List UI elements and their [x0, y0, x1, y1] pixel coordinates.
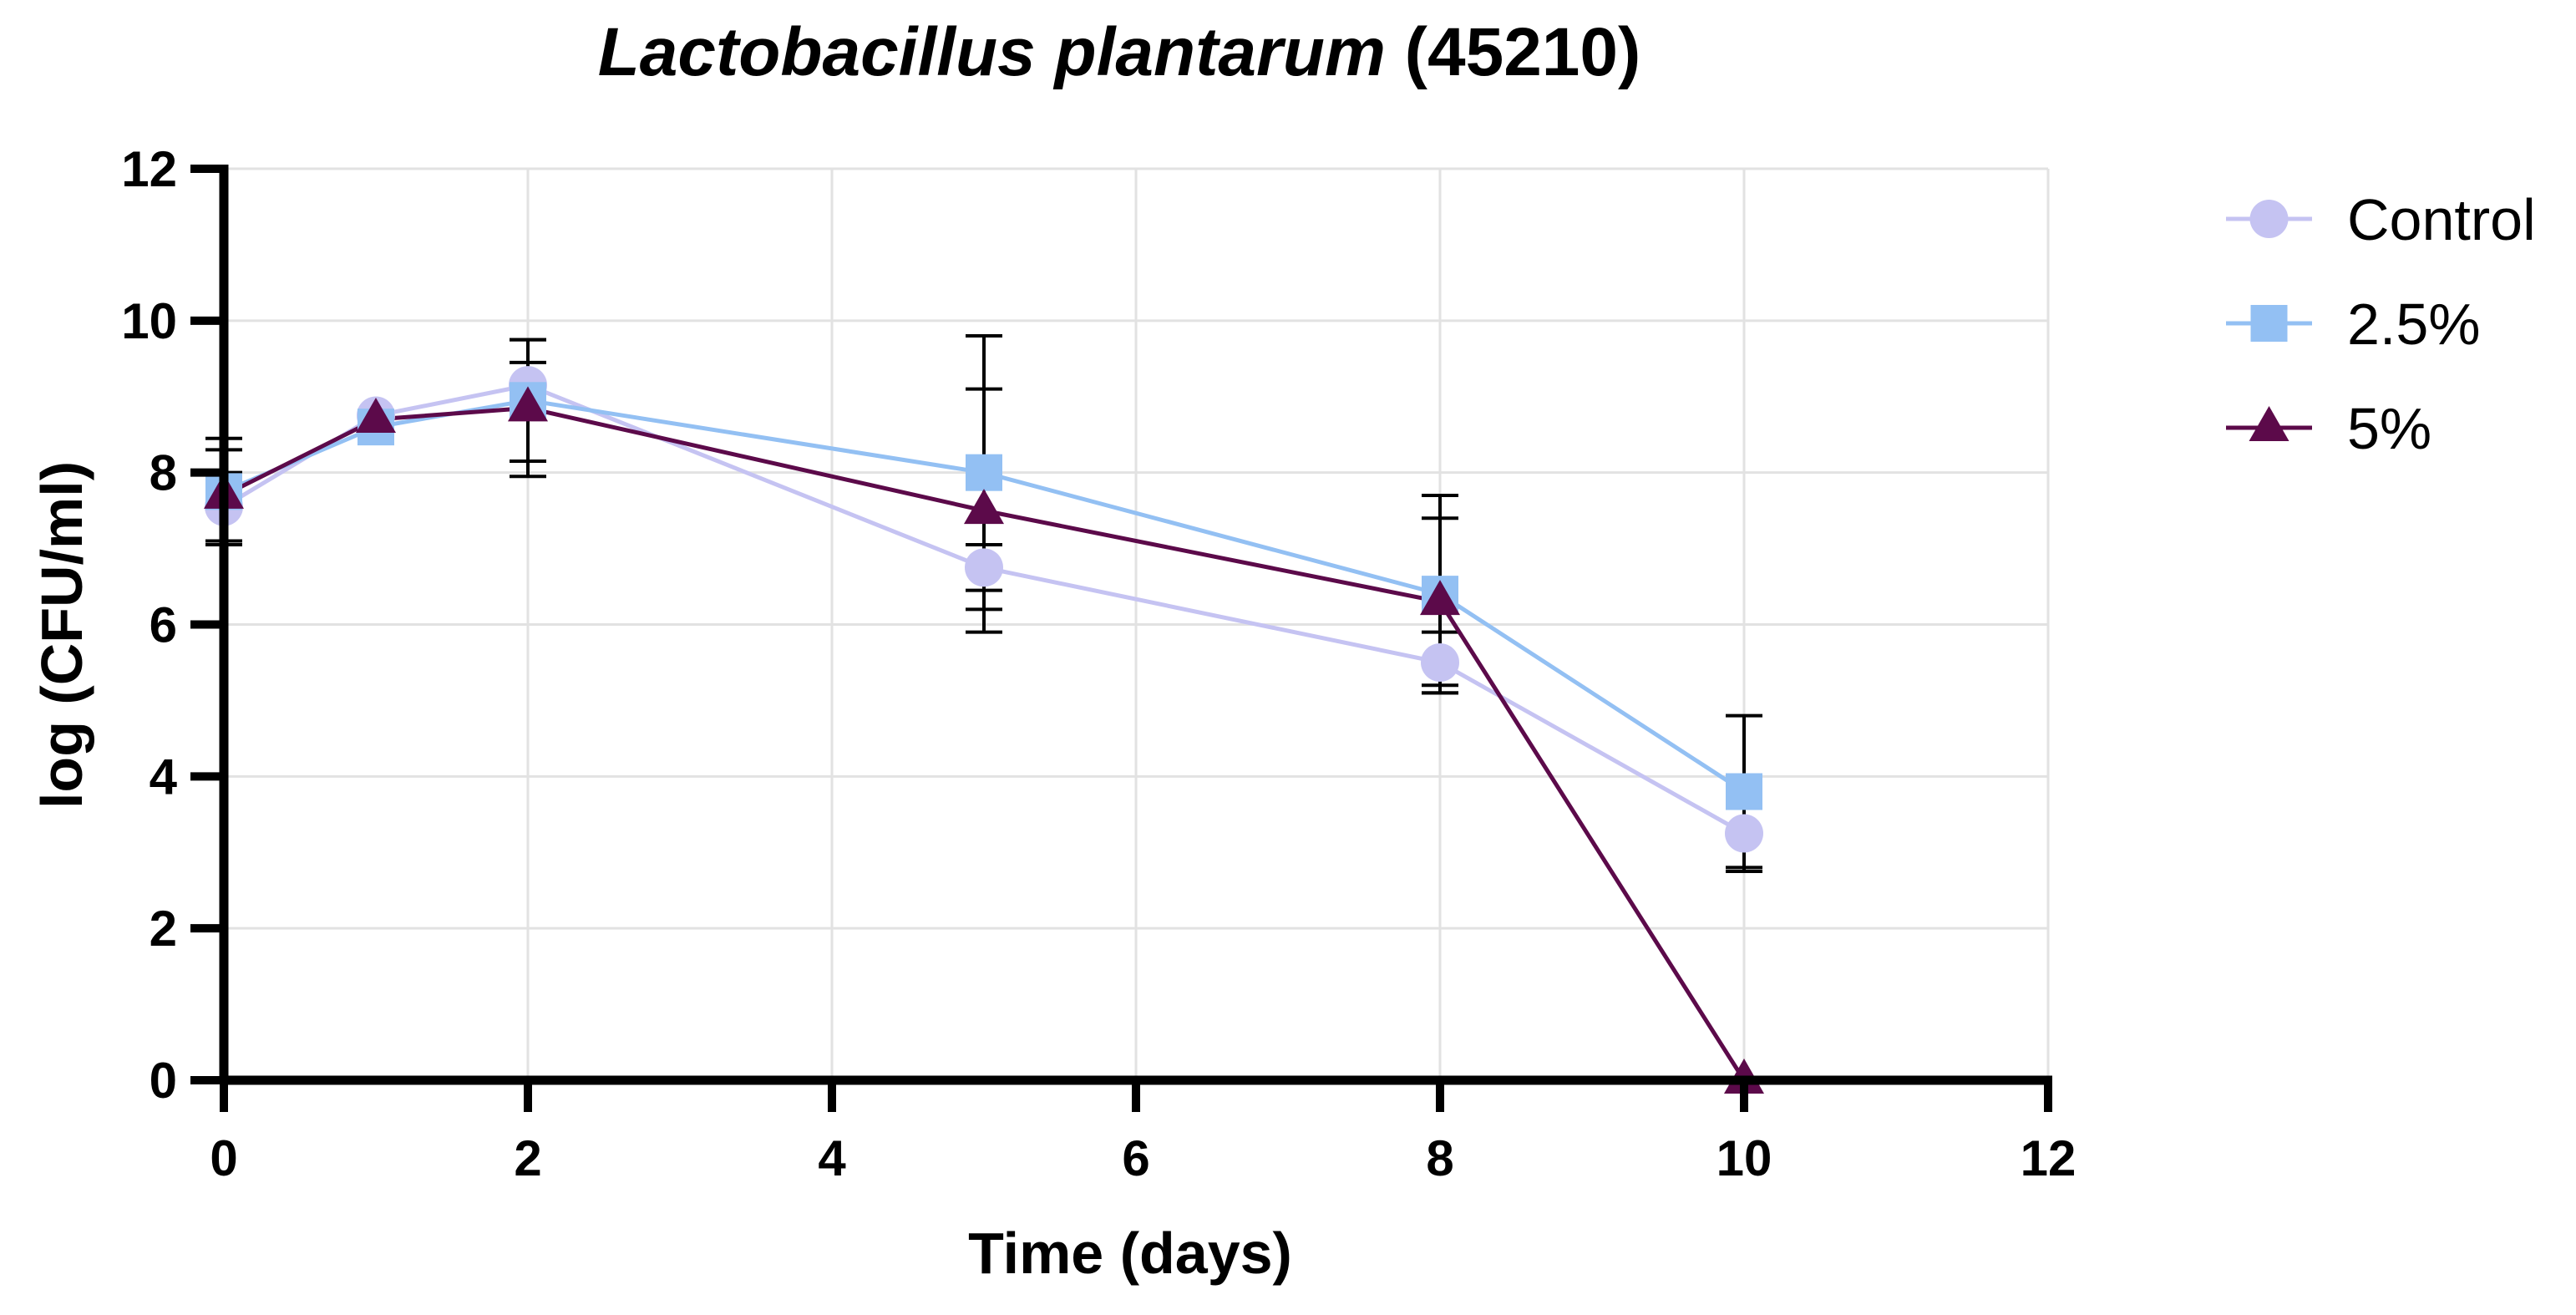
data-point-square [1726, 773, 1762, 810]
data-point-circle [1421, 642, 1459, 682]
legend-marker-triangle [2249, 405, 2289, 441]
x-tick-label: 10 [1716, 1130, 1772, 1186]
data-point-triangle [1420, 580, 1460, 616]
x-tick-label: 0 [210, 1130, 237, 1186]
grid [224, 167, 2050, 1080]
legend-label: Control [2347, 187, 2536, 252]
x-tick-label: 6 [1122, 1130, 1149, 1186]
legend: Control 2.5% 5% [2226, 187, 2536, 461]
legend-label: 2.5% [2347, 292, 2481, 357]
series-line-5% [222, 405, 1747, 1082]
data-point-circle [1725, 814, 1763, 853]
x-tick-label: 12 [2021, 1130, 2077, 1186]
legend-marker-square [2250, 305, 2288, 342]
data-point-triangle [508, 386, 548, 422]
y-tick-label: 12 [121, 141, 177, 197]
y-tick-label: 2 [150, 901, 177, 957]
series-line-2.5% [223, 398, 1746, 794]
x-tick-label: 2 [514, 1130, 541, 1186]
y-tick-label: 0 [150, 1053, 177, 1109]
legend-marker-circle [2249, 200, 2289, 238]
x-axis-title: Time (days) [968, 1221, 1292, 1286]
y-tick-label: 6 [150, 597, 177, 653]
data-point-triangle [964, 489, 1004, 525]
legend-label: 5% [2347, 396, 2431, 461]
series-lines [222, 383, 1747, 1082]
x-tick-label: 4 [818, 1130, 846, 1186]
y-tick-label: 8 [150, 445, 177, 501]
data-point-square [966, 454, 1002, 491]
x-tick-label: 8 [1426, 1130, 1453, 1186]
chart-title: Lactobacillus plantarum (45210) [598, 14, 1641, 90]
y-tick-label: 4 [150, 749, 178, 805]
tick-labels: 0 2 4 6 8 10 12 0 2 4 6 8 10 12 [121, 141, 2076, 1186]
series-markers [204, 366, 1764, 1094]
y-axis-title: log (CFU/ml) [29, 461, 94, 809]
chart-title-species: Lactobacillus plantarum [598, 14, 1386, 90]
data-point-triangle [356, 397, 396, 433]
axes [190, 165, 2052, 1112]
legend-entry-0: Control [2226, 187, 2536, 252]
data-point-circle [965, 548, 1003, 587]
legend-entry-1: 2.5% [2226, 292, 2481, 357]
chart-title-strain: (45210) [1386, 14, 1640, 90]
y-tick-label: 10 [121, 293, 177, 349]
legend-entry-2: 5% [2226, 396, 2431, 461]
